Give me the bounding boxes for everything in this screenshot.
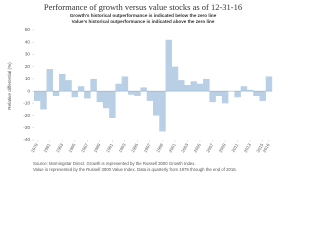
x-tick-label: 1979 bbox=[30, 142, 39, 153]
bar bbox=[40, 91, 47, 110]
bar bbox=[90, 78, 97, 92]
bar bbox=[52, 91, 60, 96]
chart: Performance of growth versus value stock… bbox=[7, 2, 273, 172]
bar bbox=[178, 80, 185, 92]
bar bbox=[190, 81, 198, 92]
bar bbox=[115, 83, 122, 92]
bar bbox=[246, 89, 254, 92]
bar bbox=[109, 91, 116, 118]
x-tick-label: 2001 bbox=[168, 142, 177, 153]
x-tick-label: 1993 bbox=[118, 142, 127, 153]
source-note: Value is represented by the Russell 3000… bbox=[33, 167, 237, 172]
y-tick-label: 10 bbox=[25, 76, 31, 81]
x-tick-label: 1989 bbox=[93, 142, 102, 153]
bar bbox=[102, 91, 110, 109]
bar bbox=[77, 86, 85, 92]
bar bbox=[127, 91, 135, 95]
bar bbox=[221, 91, 229, 104]
y-tick-label: 30 bbox=[25, 52, 31, 57]
bar bbox=[209, 91, 216, 103]
x-tick-label: 1981 bbox=[42, 142, 51, 153]
bar bbox=[165, 39, 172, 92]
bar bbox=[59, 74, 66, 92]
bar bbox=[96, 91, 104, 103]
x-tick-label: 1995 bbox=[130, 142, 139, 153]
bar bbox=[253, 91, 260, 96]
bar bbox=[121, 76, 129, 92]
bar bbox=[65, 80, 72, 92]
y-tick-label: -40 bbox=[23, 137, 30, 142]
y-tick-label: 20 bbox=[25, 64, 31, 69]
bar bbox=[265, 76, 273, 92]
x-tick-label: 1997 bbox=[143, 142, 152, 153]
y-tick-label: -20 bbox=[23, 113, 30, 118]
subtitle: Value's historical outperformance is ind… bbox=[72, 19, 215, 24]
x-tick-label: 2016 bbox=[262, 142, 271, 153]
bar bbox=[84, 91, 91, 99]
x-tick-label: 2003 bbox=[180, 142, 189, 153]
bar bbox=[184, 85, 191, 92]
subtitle: Growth's historical outperformance is in… bbox=[70, 13, 217, 18]
x-tick-label: 1987 bbox=[80, 142, 89, 153]
bar bbox=[140, 87, 147, 92]
bar bbox=[234, 91, 241, 98]
y-tick-label: 40 bbox=[25, 39, 31, 44]
y-axis-label: Relative differential (%) bbox=[7, 62, 12, 110]
bar bbox=[159, 91, 166, 132]
x-tick-label: 1985 bbox=[67, 142, 76, 153]
bar bbox=[196, 83, 204, 92]
x-tick-label: 1999 bbox=[155, 142, 164, 153]
x-tick-label: 2009 bbox=[218, 142, 227, 153]
y-tick-label: -30 bbox=[23, 125, 30, 130]
bar bbox=[171, 66, 179, 92]
bar bbox=[259, 91, 266, 101]
y-tick-label: 50 bbox=[25, 27, 31, 32]
bar bbox=[71, 91, 79, 98]
x-tick-label: 1983 bbox=[55, 142, 64, 153]
bar bbox=[146, 91, 154, 101]
bar bbox=[46, 69, 53, 92]
bar bbox=[34, 91, 41, 101]
chart-title: Performance of growth versus value stock… bbox=[44, 2, 242, 12]
bar bbox=[240, 86, 248, 92]
bar bbox=[215, 91, 223, 96]
bar bbox=[153, 91, 160, 116]
x-tick-label: 2015 bbox=[255, 142, 264, 153]
x-tick-label: 2005 bbox=[193, 142, 202, 153]
x-tick-label: 2011 bbox=[230, 142, 239, 153]
x-tick-label: 2013 bbox=[243, 142, 252, 153]
bar bbox=[134, 91, 141, 96]
x-tick-label: 2007 bbox=[205, 142, 214, 153]
source-note: Source: Morningstar Direct. Growth is re… bbox=[33, 161, 196, 166]
y-tick-label: 0 bbox=[27, 88, 30, 93]
bar bbox=[203, 78, 210, 92]
y-tick-label: -10 bbox=[23, 101, 30, 106]
x-tick-label: 1991 bbox=[105, 142, 114, 153]
